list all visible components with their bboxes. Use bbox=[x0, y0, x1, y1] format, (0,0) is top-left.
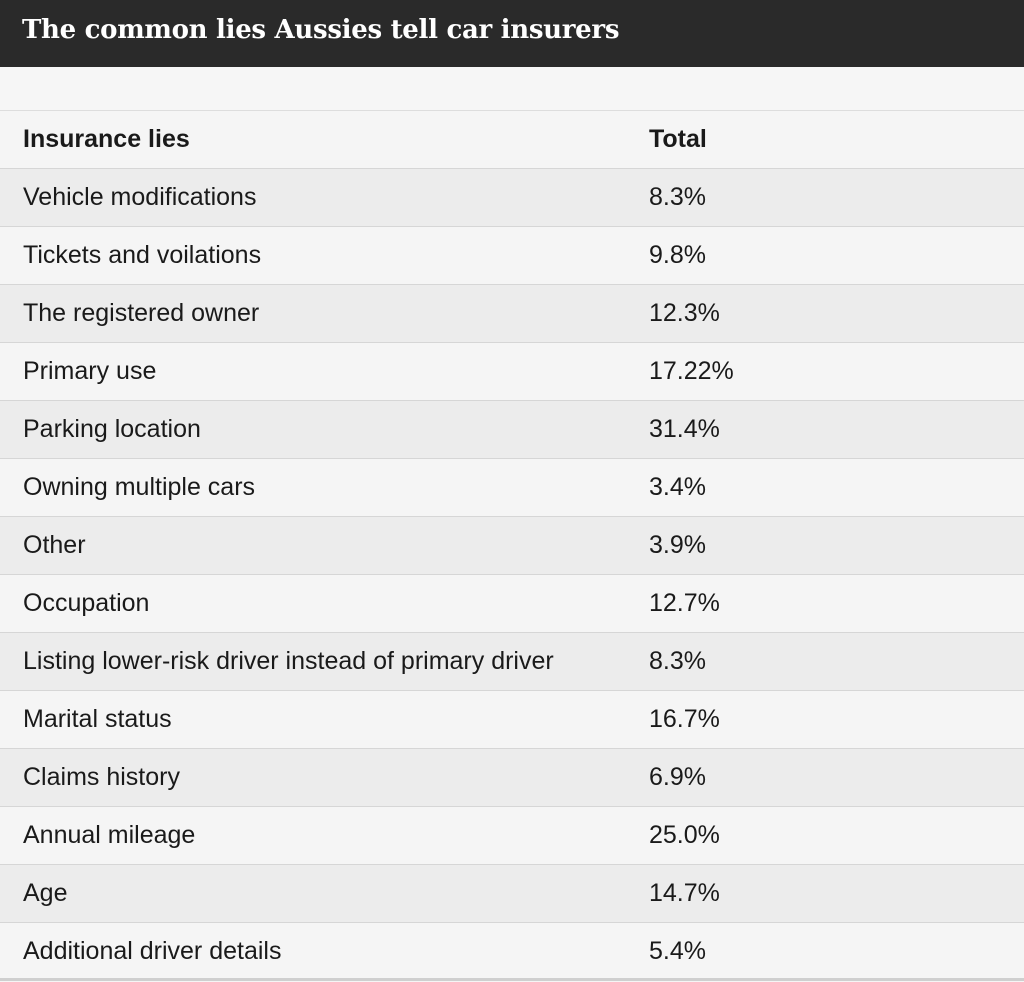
table-row: Listing lower-risk driver instead of pri… bbox=[0, 633, 1024, 691]
row-label: The registered owner bbox=[23, 299, 260, 327]
table-row: Occupation 12.7% bbox=[0, 575, 1024, 633]
row-label: Parking location bbox=[23, 415, 201, 443]
row-label: Annual mileage bbox=[23, 821, 196, 849]
row-value: 6.9% bbox=[649, 763, 706, 791]
row-value: 9.8% bbox=[649, 241, 706, 269]
table-row: Parking location 31.4% bbox=[0, 401, 1024, 459]
row-label: Claims history bbox=[23, 763, 180, 791]
row-label: Tickets and voilations bbox=[23, 241, 262, 269]
row-label: Marital status bbox=[23, 705, 172, 733]
table-row: Owning multiple cars 3.4% bbox=[0, 459, 1024, 517]
page-title: The common lies Aussies tell car insurer… bbox=[22, 15, 620, 45]
row-value: 25.0% bbox=[649, 821, 720, 849]
row-value: 17.22% bbox=[649, 357, 734, 385]
row-label: Primary use bbox=[23, 357, 157, 385]
row-label: Additional driver details bbox=[23, 937, 282, 965]
table-caption-spacer bbox=[0, 67, 1024, 111]
row-value: 12.7% bbox=[649, 589, 720, 617]
table-row: Primary use 17.22% bbox=[0, 343, 1024, 401]
row-value: 12.3% bbox=[649, 299, 720, 327]
row-label: Vehicle modifications bbox=[23, 183, 257, 211]
row-value: 8.3% bbox=[649, 647, 706, 675]
row-value: 14.7% bbox=[649, 879, 720, 907]
row-label: Owning multiple cars bbox=[23, 473, 256, 501]
table-row: Tickets and voilations 9.8% bbox=[0, 227, 1024, 285]
table-row: Vehicle modifications 8.3% bbox=[0, 169, 1024, 227]
table-row: Additional driver details 5.4% bbox=[0, 923, 1024, 981]
row-value: 5.4% bbox=[649, 937, 706, 965]
table-row: Claims history 6.9% bbox=[0, 749, 1024, 807]
table-row: The registered owner 12.3% bbox=[0, 285, 1024, 343]
row-value: 16.7% bbox=[649, 705, 720, 733]
row-value: 3.4% bbox=[649, 473, 706, 501]
row-label: Other bbox=[23, 531, 86, 559]
row-value: 8.3% bbox=[649, 183, 706, 211]
table-row: Age 14.7% bbox=[0, 865, 1024, 923]
row-value: 31.4% bbox=[649, 415, 720, 443]
row-label: Listing lower-risk driver instead of pri… bbox=[23, 647, 554, 675]
row-label: Age bbox=[23, 879, 68, 907]
column-header-total: Total bbox=[649, 125, 707, 153]
row-value: 3.9% bbox=[649, 531, 706, 559]
column-header-insurance-lies: Insurance lies bbox=[23, 125, 190, 153]
table-row: Other 3.9% bbox=[0, 517, 1024, 575]
table-header-row: Insurance lies Total bbox=[0, 111, 1024, 169]
table-row: Marital status 16.7% bbox=[0, 691, 1024, 749]
table-row: Annual mileage 25.0% bbox=[0, 807, 1024, 865]
row-label: Occupation bbox=[23, 589, 150, 617]
data-table: Insurance lies Total Vehicle modificatio… bbox=[0, 111, 1024, 981]
title-bar: The common lies Aussies tell car insurer… bbox=[0, 0, 1024, 67]
